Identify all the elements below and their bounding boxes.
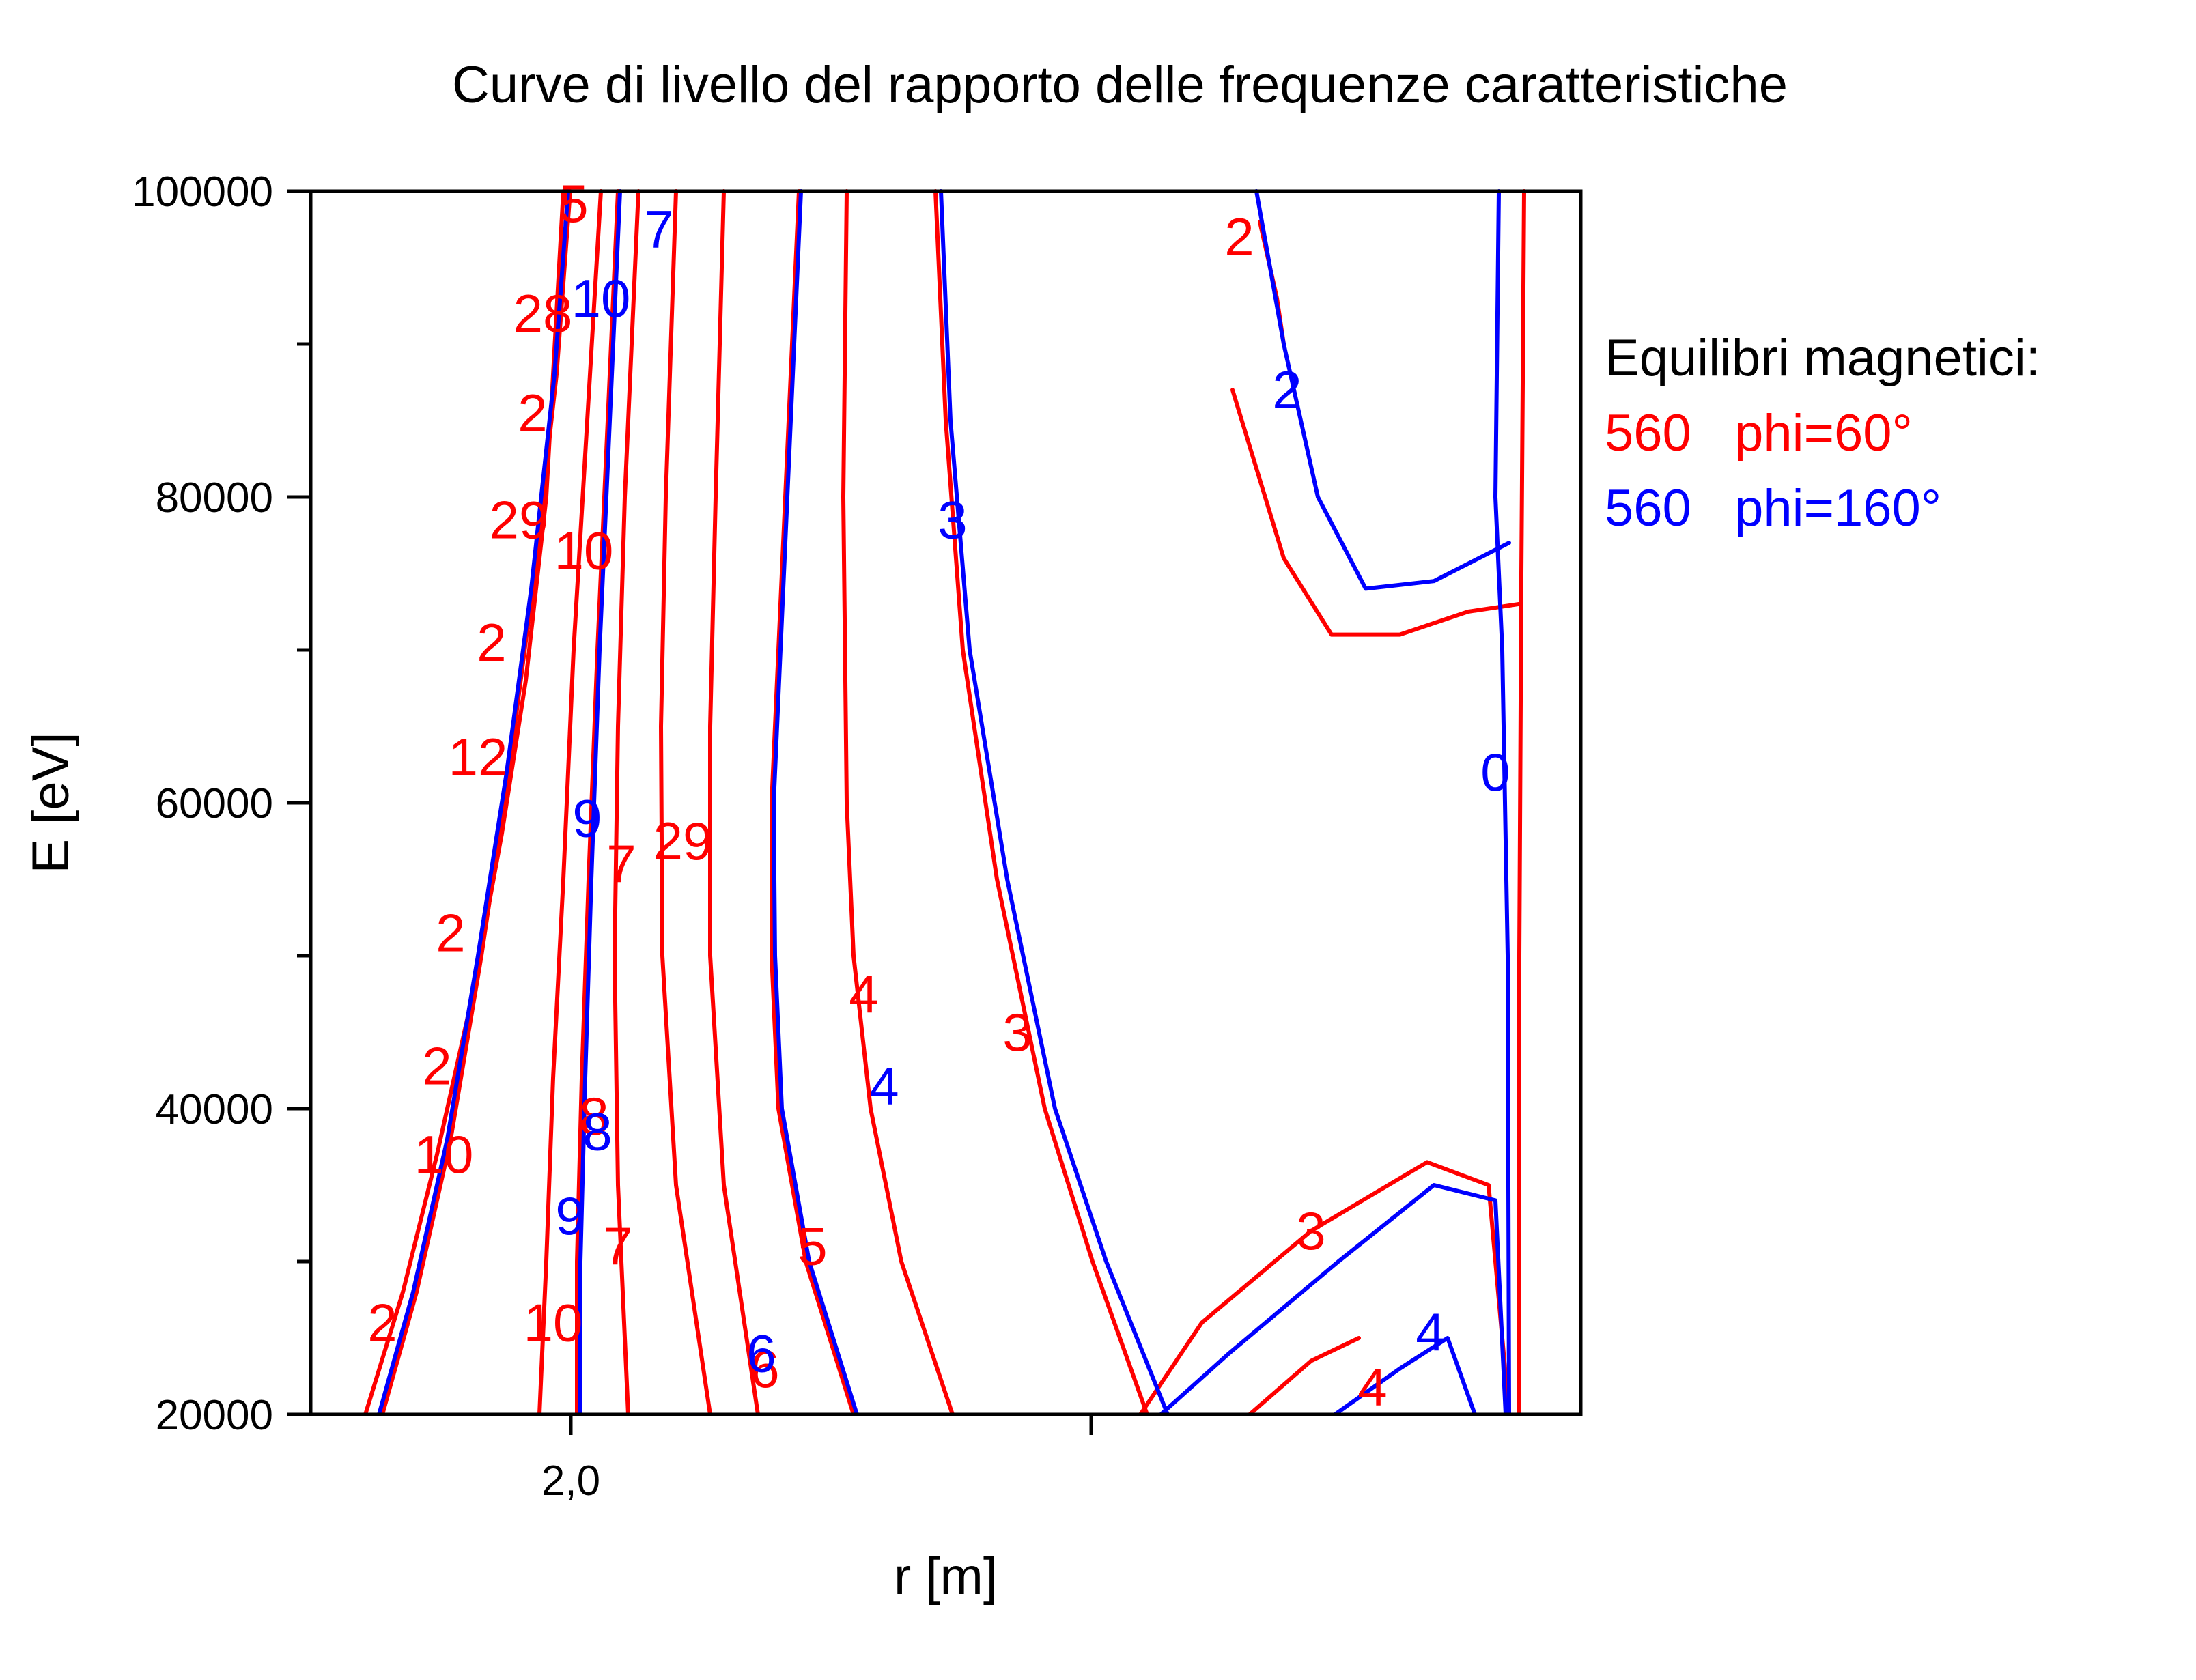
phi60-contour-line-6	[659, 189, 712, 1416]
y-tick-label-20000: 20000	[156, 1392, 273, 1439]
phi60-level-label-19: 10	[524, 1293, 583, 1353]
phi60-level-label-16: 5	[798, 1216, 827, 1277]
phi160-level-label-7: 4	[869, 1055, 899, 1115]
y-tick-label-80000: 80000	[156, 474, 273, 522]
phi160-level-label-8: 8	[582, 1102, 612, 1162]
phi160-level-label-5: 9	[572, 788, 602, 848]
legend-title: Equilibri magnetici:	[1605, 329, 2040, 387]
phi60-level-label-10: 2	[436, 902, 465, 963]
y-tick-label-60000: 60000	[156, 780, 273, 827]
y-tick-label-40000: 40000	[156, 1086, 273, 1133]
phi60-contour-line-11	[1138, 1160, 1511, 1416]
phi60-level-label-15: 8	[579, 1086, 608, 1146]
phi160-level-label-1: 7	[644, 199, 673, 259]
phi60-contour-line-2	[380, 189, 572, 1416]
phi60-level-label-22: 4	[1357, 1357, 1387, 1417]
phi60-contour-line-7	[708, 189, 760, 1416]
axis-ticks	[287, 189, 1093, 1435]
phi160-contour-line-1	[377, 189, 570, 1416]
phi60-level-label-2: 28	[513, 283, 573, 343]
phi60-contour-line-9	[841, 189, 955, 1416]
phi60-contour-line-10	[933, 189, 1149, 1416]
phi160-contour-line-4	[939, 189, 1170, 1416]
phi60-level-label-3: 2	[518, 383, 547, 443]
phi60-level-label-12: 3	[1002, 1002, 1032, 1062]
phi60-level-label-8: 29	[653, 811, 713, 871]
phi60-level-label-6: 2	[477, 612, 506, 672]
phi60-contour-line-1	[363, 189, 565, 1416]
phi60-level-label-4: 29	[490, 490, 549, 550]
series-phi60-contours	[363, 189, 1526, 1416]
phi60-level-label-1: 5	[559, 173, 588, 233]
chart-title: Curve di livello del rapporto delle freq…	[452, 56, 1788, 114]
phi160-level-label-9: 9	[555, 1186, 585, 1246]
phi60-level-label-17: 7	[603, 1216, 632, 1277]
phi160-contour-line-8	[1254, 189, 1511, 591]
phi160-level-label-6: 0	[1480, 742, 1510, 802]
phi160-contour-line-6	[1333, 1336, 1477, 1416]
phi60-level-label-21: 6	[750, 1339, 779, 1399]
phi60-level-label-23: 2	[1224, 207, 1254, 267]
y-axis-label: E [eV]	[22, 732, 80, 874]
phi60-level-label-18: 3	[1296, 1201, 1325, 1261]
phi160-contour-line-2	[578, 189, 622, 1416]
phi60-contour-line-12	[1248, 1336, 1361, 1416]
phi160-contour-line-7	[1493, 189, 1511, 1416]
phi160-level-label-2: 10	[572, 268, 631, 328]
y-tick-label-100000: 100000	[132, 169, 273, 216]
phi60-level-label-5: 10	[554, 520, 614, 580]
legend-entry-phi60: 560 phi=60°	[1605, 404, 1913, 462]
phi60-level-label-14: 10	[414, 1124, 474, 1184]
phi160-level-label-4: 3	[938, 490, 967, 550]
series-phi160-contours	[377, 189, 1511, 1416]
x-axis-label: r [m]	[894, 1548, 998, 1606]
phi60-contour-line-3	[537, 189, 603, 1416]
phi60-level-label-11: 4	[849, 964, 878, 1024]
phi160-level-label-3: 2	[1272, 360, 1301, 420]
phi60-contour-line-5	[613, 189, 640, 1416]
phi60-level-label-7: 12	[449, 727, 508, 787]
phi160-contour-line-5	[1159, 1183, 1508, 1416]
legend-entry-phi160: 560 phi=160°	[1605, 479, 1941, 537]
phi160-level-label-10: 6	[746, 1323, 776, 1383]
phi160-contour-line-3	[772, 189, 859, 1416]
phi60-contour-line-14	[1230, 388, 1521, 637]
legend: Equilibri magnetici: 560 phi=60° 560 phi…	[1605, 329, 2040, 537]
x-tick-label-2-0: 2,0	[541, 1457, 600, 1505]
phi60-contour-line-13	[1517, 189, 1526, 1416]
phi60-level-label-20: 2	[367, 1293, 397, 1353]
phi160-level-label-11: 4	[1416, 1302, 1445, 1362]
phi60-level-label-9: 7	[606, 834, 636, 894]
phi60-level-label-13: 2	[422, 1036, 451, 1096]
